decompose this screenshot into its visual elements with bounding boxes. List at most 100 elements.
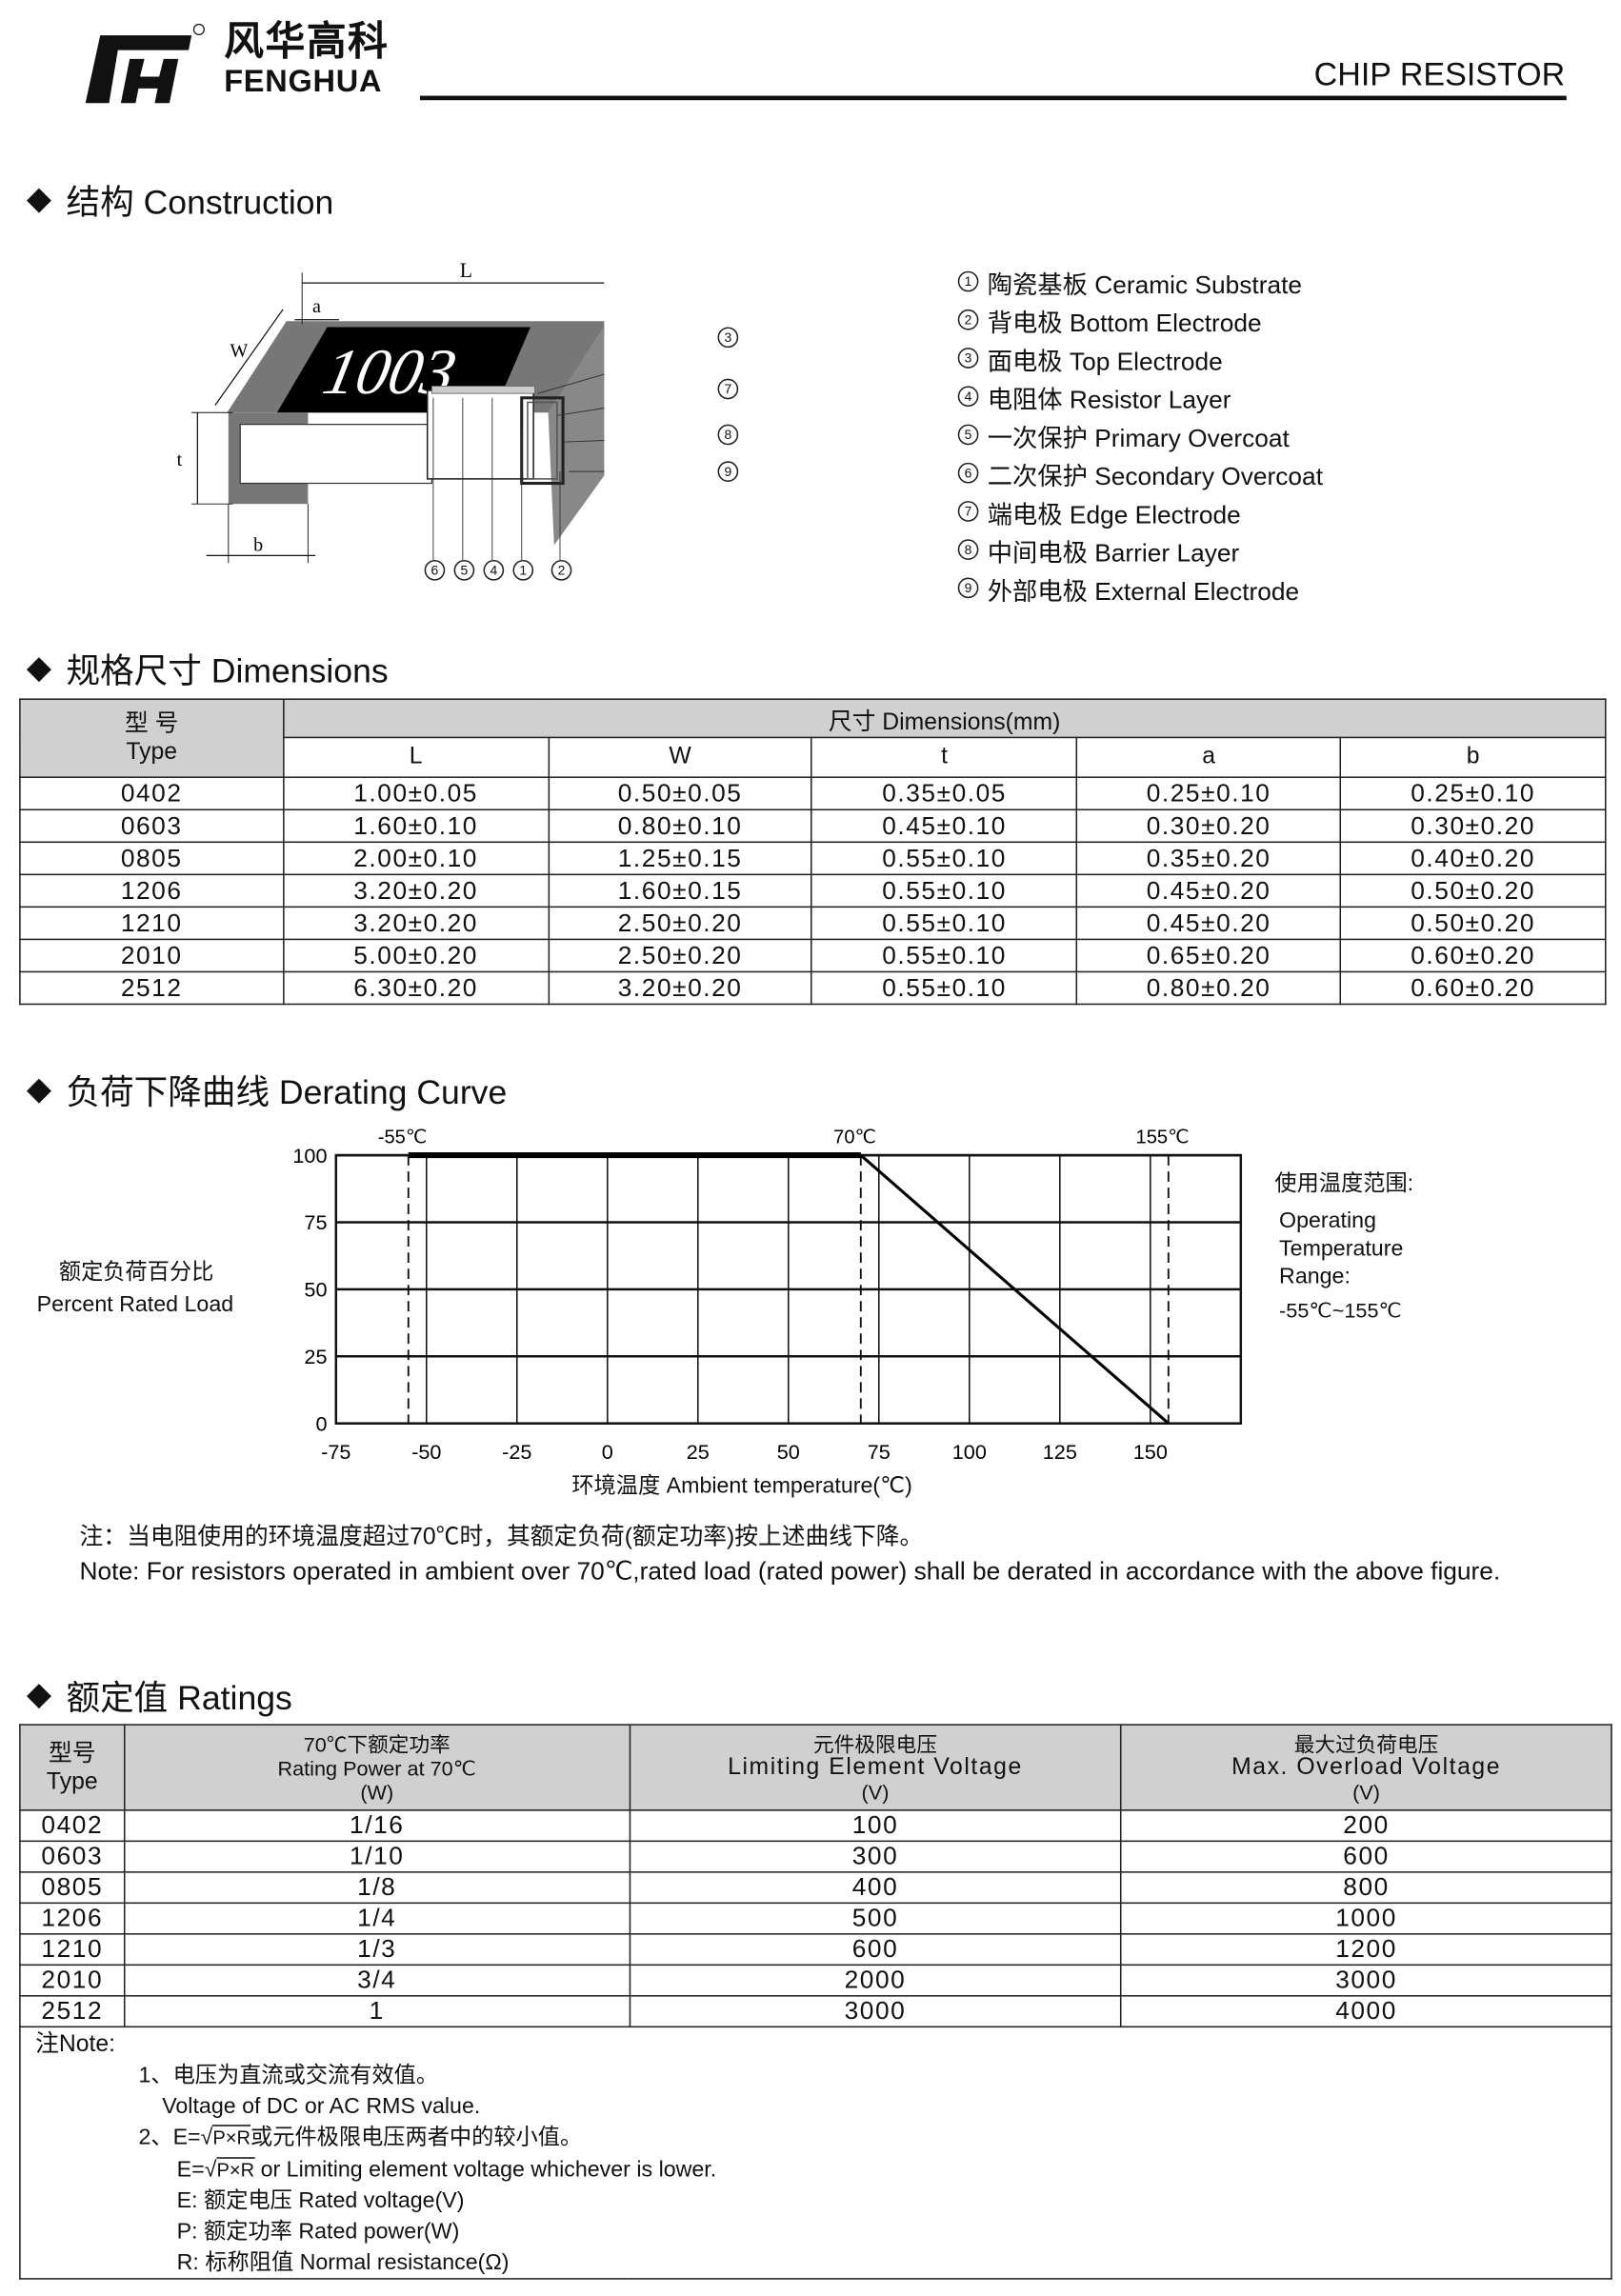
value-cell: 0.80±0.10 (547, 809, 813, 844)
value-cell: 0.80±0.20 (1075, 970, 1342, 1006)
table-row: 2512 6.30±0.20 3.20±0.20 0.55±0.10 0.80±0.20… (19, 970, 1607, 1006)
value-cell: 0.55±0.10 (810, 906, 1078, 941)
type-cell: 0603 (19, 809, 285, 844)
temp-range-en-3: Range: (1279, 1264, 1351, 1289)
dimensions-table: 型 号 Type 尺寸 Dimensions(mm) L W t a b 0402… (19, 698, 1607, 1006)
value-cell: 0.55±0.10 (810, 970, 1078, 1006)
derating-note-en: Note: For resistors operated in ambient … (79, 1557, 1501, 1586)
legend-label: 端电极 Edge Electrode (987, 500, 1241, 529)
value-cell: 0.45±0.20 (1075, 873, 1342, 908)
type-cell: 1206 (19, 873, 285, 908)
fenghua-logo-icon (85, 23, 205, 104)
value-cell: 0.50±0.05 (547, 776, 813, 811)
legend-item: 3 面电极 Top Electrode (957, 339, 1323, 377)
value-cell: 1/16 (123, 1809, 630, 1843)
y-tick-label: 25 (304, 1345, 327, 1368)
value-cell: 1/10 (123, 1840, 630, 1873)
y-tick-label: 50 (304, 1278, 327, 1302)
value-cell: 0.65±0.20 (1075, 938, 1342, 973)
y-tick-label: 75 (304, 1210, 327, 1234)
value-cell: 400 (629, 1871, 1122, 1905)
temp-range-en-2: Temperature (1279, 1236, 1404, 1262)
callout-7: 7 (717, 378, 739, 400)
col-header-L: L (282, 736, 550, 778)
value-cell: 100 (629, 1809, 1122, 1843)
callout-1: 1 (512, 559, 534, 581)
section-title: 规格尺寸 Dimensions (66, 650, 389, 690)
legend-number: 5 (957, 424, 979, 446)
value-cell: 0.60±0.20 (1339, 970, 1607, 1006)
header-en: Type (46, 1768, 98, 1794)
header-cn: 70℃下额定功率 (303, 1731, 450, 1756)
value-cell: 1/8 (123, 1871, 630, 1905)
x-axis-label: 环境温度 Ambient temperature(℃) (571, 1473, 912, 1499)
value-cell: 3/4 (123, 1964, 630, 1997)
note-e-definition: E: 额定电压 Rated voltage(V) (176, 2187, 465, 2214)
legend-label: 一次保护 Primary Overcoat (987, 423, 1290, 452)
sqrt-icon: √ (204, 2157, 217, 2183)
reference-line-label: -55℃ (378, 1128, 428, 1148)
legend-label: 背电极 Bottom Electrode (987, 309, 1262, 337)
callout-6: 6 (424, 559, 446, 581)
formula-prefix: E= (176, 2157, 205, 2183)
value-cell: 0.40±0.20 (1339, 841, 1607, 876)
callout-9: 9 (717, 461, 739, 482)
value-cell: 0.25±0.10 (1339, 776, 1607, 811)
header-cn: 最大过负荷电压 (1293, 1731, 1439, 1756)
dim-label-a: a (312, 296, 321, 317)
ratings-header-limiting-voltage: 元件极限电压 Limiting Element Voltage (V) (629, 1724, 1122, 1811)
type-cell: 2010 (19, 938, 285, 973)
temp-range-title: 使用温度范围: (1274, 1171, 1414, 1197)
legend-item: 4 电阻体 Resistor Layer (957, 377, 1323, 415)
table-row: 1210 1/3 600 1200 (19, 1933, 1612, 1967)
x-tick-label: 50 (777, 1440, 800, 1464)
ratings-notes: 注Note: 1、电压为直流或交流有效值。 Voltage of DC or A… (19, 2026, 1612, 2280)
value-cell: 0.30±0.20 (1075, 809, 1342, 844)
formula-prefix: 2、E= (138, 2125, 201, 2150)
y-tick-label: 100 (292, 1144, 327, 1168)
note-r-definition: R: 标称阻值 Normal resistance(Ω) (176, 2249, 510, 2276)
type-cell: 0805 (19, 841, 285, 876)
legend-number: 1 (957, 270, 979, 292)
legend-label: 中间电极 Barrier Layer (987, 538, 1240, 567)
derating-curve-segment (859, 1153, 1170, 1425)
header-en: Limiting Element Voltage (728, 1754, 1023, 1780)
value-cell: 2.00±0.10 (282, 841, 550, 876)
legend-item: 7 端电极 Edge Electrode (957, 492, 1323, 530)
chip-construction-diagram: 1003 L a W t b (177, 259, 605, 564)
legend-label: 电阻体 Resistor Layer (987, 385, 1231, 414)
value-cell: 2.50±0.20 (547, 938, 813, 973)
type-cell: 2010 (19, 1964, 126, 1997)
header-unit: (W) (360, 1779, 394, 1804)
notes-heading: 注Note: (35, 2031, 116, 2058)
value-cell: 1 (123, 1995, 630, 2028)
value-cell: 1/3 (123, 1933, 630, 1967)
legend-label: 面电极 Top Electrode (987, 347, 1223, 375)
section-heading-derating: ◆ 负荷下降曲线 Derating Curve (27, 1064, 507, 1114)
value-cell: 5.00±0.20 (282, 938, 550, 973)
table-row: 0402 1/16 100 200 (19, 1809, 1612, 1843)
value-cell: 0.45±0.20 (1075, 906, 1342, 941)
value-cell: 600 (629, 1933, 1122, 1967)
logo-chinese-name: 风华高科 (224, 19, 390, 64)
section-heading-dimensions: ◆ 规格尺寸 Dimensions (27, 643, 389, 693)
header-cn: 型号 (49, 1741, 96, 1767)
formula-suffix: or Limiting element voltage whichever is… (254, 2157, 717, 2183)
type-cell: 1210 (19, 1933, 126, 1967)
col-header-t: t (810, 736, 1078, 778)
value-cell: 0.35±0.05 (810, 776, 1078, 811)
header-rule (419, 95, 1567, 101)
header-unit: (V) (861, 1779, 890, 1804)
header-cn: 元件极限电压 (813, 1731, 937, 1756)
diamond-bullet-icon: ◆ (26, 1069, 52, 1108)
value-cell: 600 (1120, 1840, 1612, 1873)
ratings-table: 型号 Type 70℃下额定功率 Rating Power at 70℃ (W) 元件… (19, 1724, 1612, 2280)
value-cell: 200 (1120, 1809, 1612, 1843)
header-en: Max. Overload Voltage (1231, 1754, 1502, 1780)
table-row: 0603 1.60±0.10 0.80±0.10 0.45±0.10 0.30±0.20… (19, 809, 1607, 844)
section-title: 额定值 Ratings (66, 1678, 292, 1717)
value-cell: 1200 (1120, 1933, 1612, 1967)
type-cell: 1206 (19, 1902, 126, 1935)
temp-range-value: -55℃~155℃ (1279, 1298, 1402, 1322)
